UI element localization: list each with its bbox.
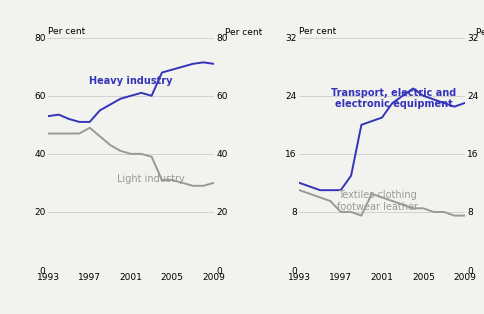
Text: Textiles clothing
footwear leather: Textiles clothing footwear leather [336, 190, 418, 212]
Text: Per cent: Per cent [48, 26, 86, 35]
Text: Light industry: Light industry [117, 174, 185, 184]
Text: Heavy industry: Heavy industry [89, 76, 173, 86]
Text: Transport, electric and
electronic equipment: Transport, electric and electronic equip… [331, 88, 456, 109]
Y-axis label: Per cent: Per cent [476, 28, 484, 37]
Y-axis label: Per cent: Per cent [225, 28, 262, 37]
Text: Per cent: Per cent [300, 26, 337, 35]
